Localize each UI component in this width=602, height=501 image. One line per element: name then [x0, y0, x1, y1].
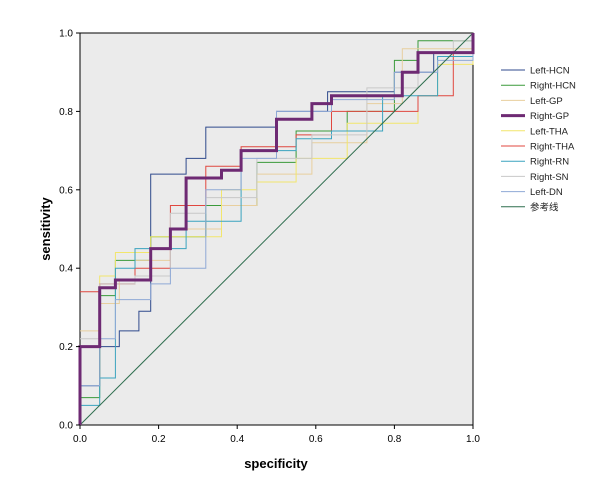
x-tick-label: 0.8 [387, 434, 401, 445]
y-tick-label: 0.6 [59, 185, 73, 196]
legend-label: 参考线 [530, 201, 559, 213]
x-tick-label: 0.0 [73, 434, 87, 445]
legend-item-right-hcn: Right-HCN [501, 81, 576, 92]
axis-layer: 0.0 0.2 0.4 0.6 0.8 1.0 0.0 0.2 0.4 0.6 0.8 1.0 [59, 29, 480, 446]
legend-label: Left-DN [530, 187, 563, 198]
legend-item-right-rn: Right-RN [501, 157, 569, 168]
y-axis-title: sensitivity [38, 196, 53, 260]
legend-label: Right-SN [530, 172, 569, 183]
legend-label: Left-THA [530, 126, 569, 137]
legend-label: Right-GP [530, 111, 569, 122]
y-tick-label: 1.0 [59, 29, 73, 40]
x-axis-title: specificity [244, 456, 308, 471]
y-tick-label: 0.4 [59, 264, 73, 275]
x-tick-label: 1.0 [466, 434, 480, 445]
series-layer [78, 32, 475, 426]
y-tick-label: 0.0 [59, 421, 73, 432]
series-line-right-gp [78, 33, 475, 425]
series-line-series-9 [79, 32, 474, 426]
x-tick-label: 0.4 [230, 434, 244, 445]
legend-item-right-tha: Right-THA [501, 142, 575, 153]
legend-label: Right-HCN [530, 81, 576, 92]
legend-item-right-gp: Right-GP [501, 111, 569, 122]
legend-item-left-tha: Left-THA [501, 126, 569, 137]
legend-item-right-sn: Right-SN [501, 172, 569, 183]
legend-item-series-9: 参考线 [501, 201, 559, 213]
y-tick-label: 0.2 [59, 342, 73, 353]
legend-label: Left-GP [530, 96, 563, 107]
legend-item-left-dn: Left-DN [501, 187, 563, 198]
x-tick-label: 0.6 [309, 434, 323, 445]
x-tick-label: 0.2 [152, 434, 166, 445]
legend-label: Right-RN [530, 157, 569, 168]
legend-label: Right-THA [530, 142, 575, 153]
y-tick-label: 0.8 [59, 107, 73, 118]
legend-item-left-gp: Left-GP [501, 96, 563, 107]
legend-label: Left-HCN [530, 66, 570, 77]
legend: Left-HCN Right-HCN Left-GP Right-GP Left-THA… [501, 66, 576, 213]
legend-item-left-hcn: Left-HCN [501, 66, 570, 77]
